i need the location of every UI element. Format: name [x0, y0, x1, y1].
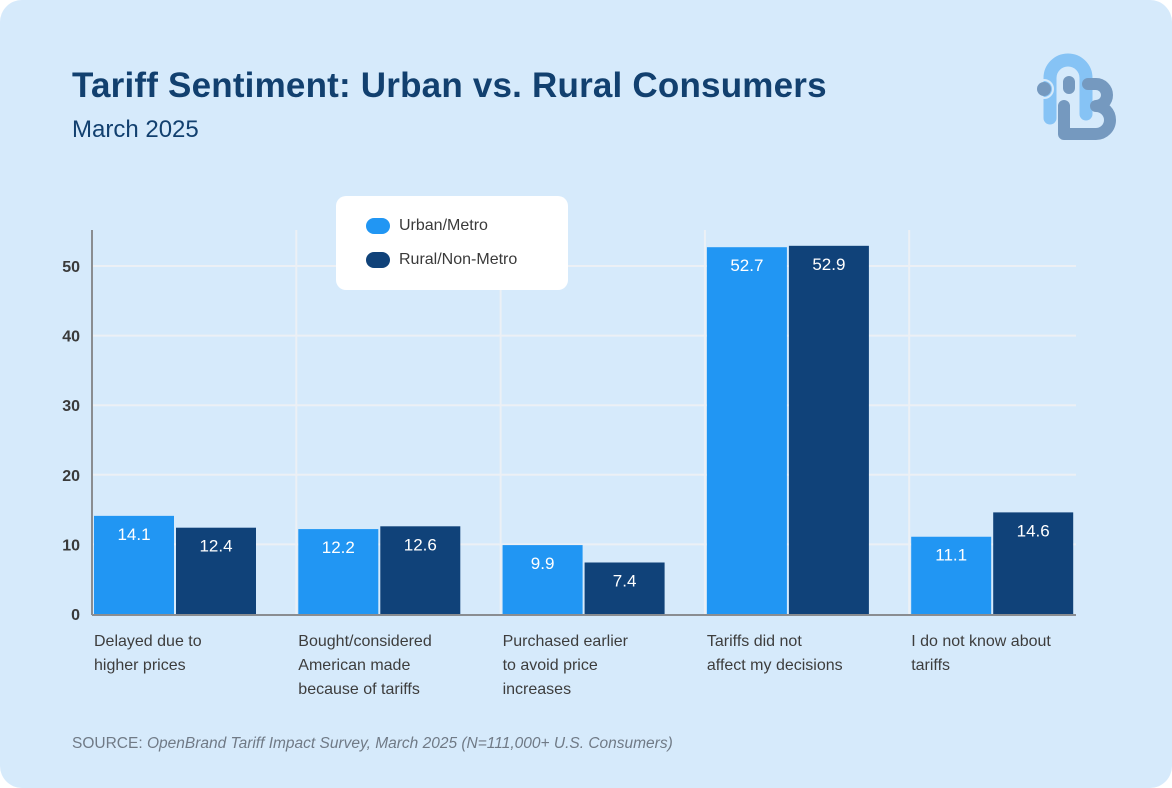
legend-swatch-urban [366, 218, 390, 234]
bar-rural [788, 245, 869, 615]
x-category-label: to avoid price [503, 657, 598, 674]
chart-title: Tariff Sentiment: Urban vs. Rural Consum… [72, 66, 827, 105]
bar-rural [993, 512, 1074, 614]
bar-value-label: 7.4 [613, 571, 637, 590]
bar-rural [380, 526, 461, 614]
legend-swatch-rural [366, 252, 390, 268]
bar-rural [584, 562, 665, 614]
bar-value-label: 9.9 [531, 554, 555, 573]
bar-urban [911, 536, 992, 614]
x-category-label: affect my decisions [707, 657, 843, 674]
bar-urban [94, 515, 174, 614]
y-tick-label: 30 [62, 398, 80, 415]
chart-subtitle: March 2025 [72, 116, 199, 143]
bar-value-label: 11.1 [935, 546, 967, 565]
x-category-label: Purchased earlier [503, 633, 629, 650]
x-category-label: American made [298, 657, 410, 674]
x-category-label: Bought/considered [298, 633, 431, 650]
bar-value-label: 14.6 [1017, 521, 1050, 540]
bar-urban [298, 529, 379, 614]
legend-item-urban[interactable]: Urban/Metro [366, 215, 488, 237]
x-category-label: I do not know about [911, 633, 1051, 650]
legend-label-rural: Rural/Non-Metro [399, 251, 518, 268]
y-tick-label: 0 [71, 607, 80, 624]
x-category-label: higher prices [94, 657, 186, 674]
x-category-label: Tariffs did not [707, 633, 802, 650]
legend-label-urban: Urban/Metro [399, 217, 488, 234]
x-category-label: Delayed due to [94, 633, 202, 650]
openbrand-logo-icon [1034, 53, 1116, 140]
x-category-label: increases [503, 681, 571, 698]
bar-value-label: 52.7 [730, 256, 763, 275]
source-label: SOURCE: [72, 735, 147, 752]
bar-value-label: 12.6 [404, 535, 437, 554]
chart-legend: Urban/Metro Rural/Non-Metro [336, 196, 568, 290]
legend-item-rural[interactable]: Rural/Non-Metro [366, 249, 517, 271]
bar-urban [706, 247, 787, 614]
y-tick-label: 10 [62, 537, 80, 554]
bar-urban [502, 545, 583, 614]
source-note: SOURCE: OpenBrand Tariff Impact Survey, … [72, 735, 673, 753]
bar-value-label: 12.2 [322, 538, 355, 557]
y-tick-label: 50 [62, 259, 80, 276]
bar-rural [176, 527, 256, 614]
bar-value-label: 12.4 [199, 537, 232, 556]
y-tick-label: 20 [62, 468, 80, 485]
source-text: OpenBrand Tariff Impact Survey, March 20… [146, 735, 673, 752]
y-tick-label: 40 [62, 329, 80, 346]
x-category-label: because of tariffs [298, 681, 420, 698]
bar-value-label: 52.9 [812, 255, 845, 274]
x-category-label: tariffs [911, 657, 950, 674]
bar-value-label: 14.1 [117, 525, 150, 544]
